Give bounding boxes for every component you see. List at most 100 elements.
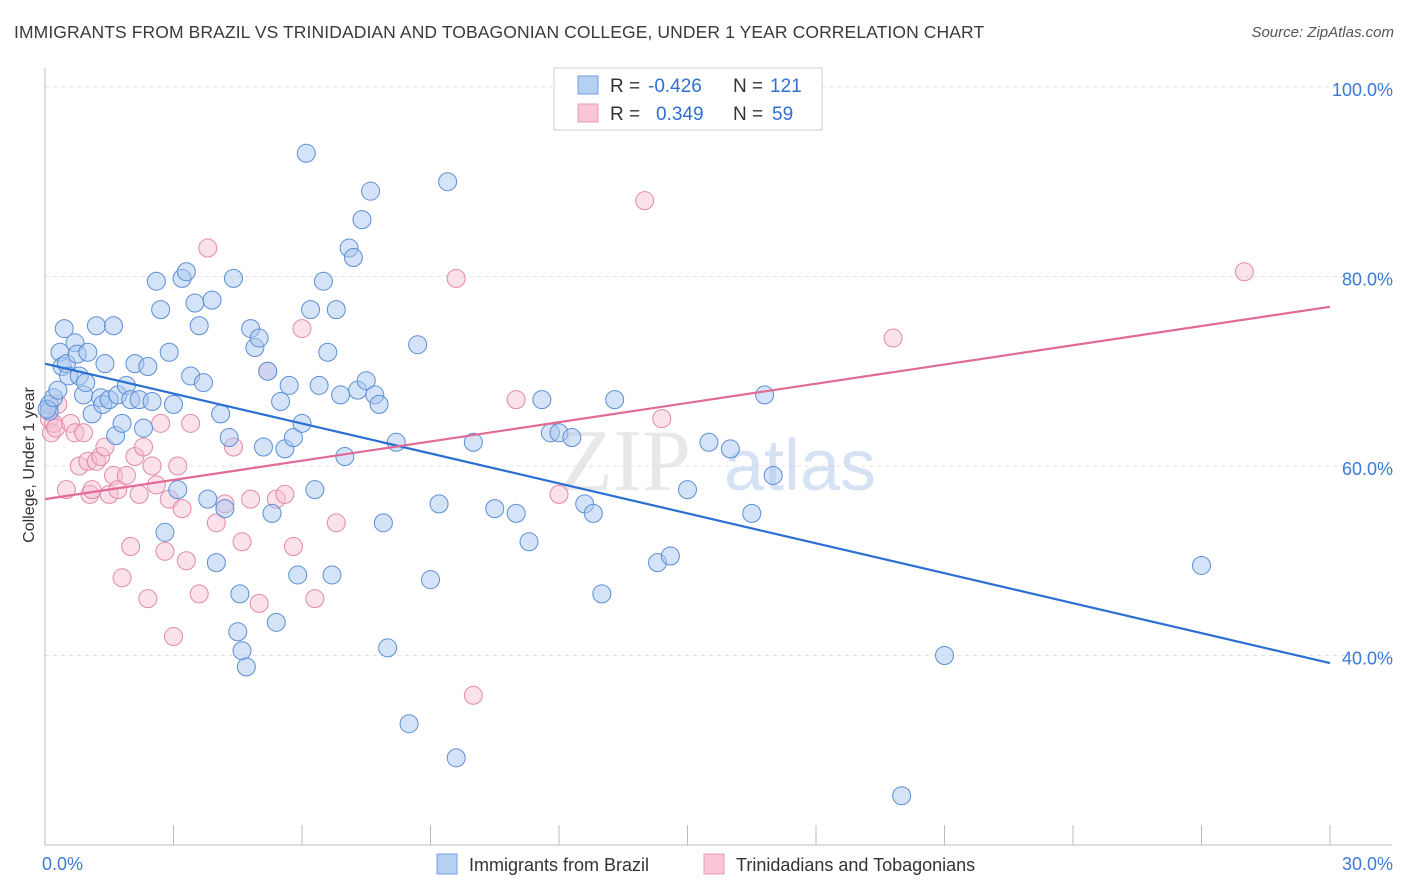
point-brazil [271,392,291,412]
point-trinidadian [168,456,188,476]
point-brazil [313,271,333,291]
y-tick-label: 40.0% [1342,648,1393,668]
point-brazil [742,503,762,523]
trend-lines [44,305,1331,665]
point-brazil [296,143,316,163]
point-brazil [660,546,680,566]
point-trinidadian [305,589,325,609]
legend-label-trinidad: Trinidadians and Tobagonians [736,855,975,875]
y-tick-label: 60.0% [1342,459,1393,479]
point-brazil [95,354,115,374]
point-brazil [262,503,282,523]
point-brazil [283,428,303,448]
point-brazil [699,432,719,452]
tick-labels: 40.0% 60.0% 80.0% 100.0% 0.0% 30.0% [42,80,1393,874]
stats-n-value-brazil: 121 [770,76,802,97]
point-trinidadian [151,413,171,433]
point-trinidadian [446,268,466,288]
point-brazil [198,489,218,509]
point-brazil [335,447,355,466]
point-brazil [369,394,389,414]
x-tick-label-min: 0.0% [42,854,83,874]
point-brazil [343,248,363,268]
point-brazil [326,300,346,320]
stats-r-value-trinidad: 0.349 [656,104,704,125]
point-brazil [155,522,175,542]
point-brazil [519,532,539,552]
point-trinidadian [883,328,903,348]
watermark: ZIP atlas [559,413,876,510]
point-brazil [763,465,783,485]
point-trinidadian [249,593,269,613]
point-brazil [76,373,96,393]
point-trinidadian [138,589,158,609]
point-brazil [399,714,419,734]
point-brazil [78,342,98,362]
point-trinidadian [116,465,136,485]
point-trinidadian [142,456,162,476]
point-brazil [305,480,325,500]
stats-n-label-trinidad: N = [733,104,763,125]
trend-line-trinidadian [44,305,1331,501]
point-brazil [236,657,256,677]
point-brazil [378,638,398,658]
point-brazil [506,503,526,523]
point-trinidadian [181,413,201,433]
stats-n-value-trinidad: 59 [772,104,793,125]
point-brazil [219,428,239,448]
axes [44,68,1392,846]
point-brazil [318,342,338,362]
point-trinidadian [82,480,102,500]
point-trinidadian [652,409,672,429]
point-brazil [202,290,222,310]
point-brazil [206,553,226,573]
point-brazil [352,210,372,230]
point-trinidadian [232,532,252,552]
point-trinidadian [326,513,346,533]
y-tick-label: 80.0% [1342,269,1393,289]
point-brazil [438,172,458,192]
point-brazil [223,268,243,288]
point-brazil [322,565,342,585]
point-brazil [168,480,188,500]
point-trinidadian [549,484,569,504]
point-brazil [112,413,132,433]
source-credit: Source: ZipAtlas.com [1251,24,1394,41]
point-brazil [562,428,582,448]
point-trinidadian [91,447,111,466]
legend-swatch-trinidad [703,853,725,875]
series-legend: Immigrants from Brazil Trinidadians and … [436,853,975,875]
point-trinidadian [46,418,66,438]
point-brazil [104,316,124,336]
chart-title: IMMIGRANTS FROM BRAZIL VS TRINIDADIAN AN… [14,22,985,42]
point-brazil [249,328,269,348]
stats-r-label-brazil: R = [610,76,640,97]
point-trinidadian [206,513,226,533]
point-brazil [373,513,393,533]
point-brazil [720,439,740,459]
point-brazil [193,373,213,393]
point-brazil [134,418,154,438]
point-brazil [266,612,286,632]
point-trinidadian [506,390,526,410]
point-trinidadian [463,685,483,705]
point-brazil [485,499,505,519]
point-brazil [54,319,74,339]
point-brazil [151,300,171,320]
legend-label-brazil: Immigrants from Brazil [469,855,649,875]
point-trinidadian [189,584,209,604]
point-brazil [309,375,329,395]
watermark-atlas: atlas [724,426,876,506]
point-brazil [583,503,603,523]
point-brazil [301,300,321,320]
legend-swatch-brazil [436,853,458,875]
point-brazil [592,584,612,604]
point-brazil [215,499,235,519]
point-brazil [356,371,376,391]
point-brazil [678,480,697,500]
point-trinidadian [112,568,132,588]
y-tick-label: 100.0% [1332,80,1393,100]
point-brazil [142,392,162,412]
point-brazil [164,394,183,414]
